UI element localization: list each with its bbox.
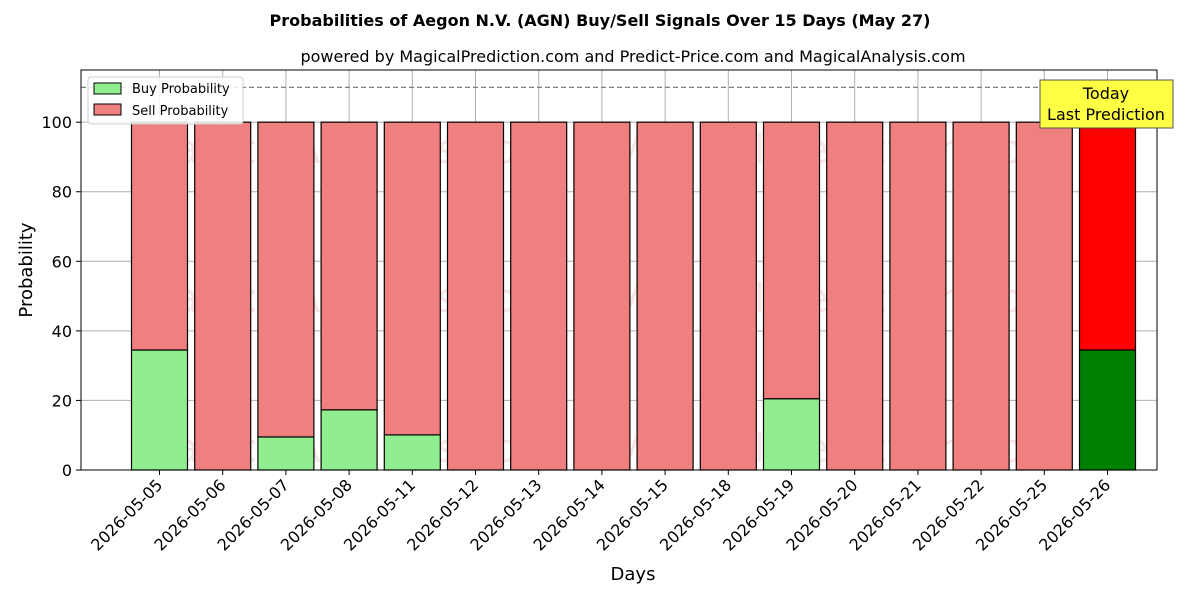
legend: Buy Probability Sell Probability: [87, 76, 244, 125]
bar-sell: [446, 121, 505, 471]
y-tick-label: 100: [41, 113, 72, 132]
y-tick-label: 80: [52, 183, 72, 202]
bar-sell: [636, 121, 694, 471]
bar-sell: [699, 121, 757, 471]
bar-buy: [320, 409, 378, 471]
y-tick-label: 20: [52, 391, 72, 410]
bar-buy: [257, 436, 315, 471]
legend-label-buy: Buy Probability: [132, 82, 230, 97]
legend-swatch-sell: [93, 103, 122, 116]
chart-title: Probabilities of Aegon N.V. (AGN) Buy/Se…: [270, 11, 931, 30]
y-tick-label: 60: [52, 252, 72, 271]
bar-buy: [762, 398, 821, 471]
x-axis-ticks: 2026-05-052026-05-062026-05-072026-05-08…: [87, 470, 1114, 555]
bar-sell: [194, 121, 252, 471]
bar-sell: [320, 121, 378, 411]
bars: [130, 121, 1137, 471]
today-annotation-box: [1039, 79, 1174, 129]
bar-buy: [1078, 349, 1137, 471]
bar-sell: [889, 121, 947, 471]
bar-sell: [510, 121, 568, 471]
bar-buy: [130, 349, 189, 471]
today-annotation-line2: Last Prediction: [1047, 105, 1165, 124]
bar-sell: [762, 121, 821, 400]
y-tick-label: 40: [52, 322, 72, 341]
y-tick-label: 0: [62, 461, 72, 480]
bar-sell: [1078, 121, 1137, 351]
bar-sell: [1015, 121, 1073, 471]
bar-sell: [952, 121, 1010, 471]
legend-swatch-buy: [93, 82, 122, 95]
bar-sell: [130, 121, 189, 351]
today-annotation-line1: Today: [1082, 84, 1129, 103]
bar-sell: [573, 121, 631, 471]
legend-label-sell: Sell Probability: [132, 104, 229, 119]
y-axis-label: Probability: [16, 222, 37, 317]
bar-buy: [383, 434, 441, 471]
chart-subtitle: powered by MagicalPrediction.com and Pre…: [300, 47, 965, 66]
plot-frame: [80, 69, 1158, 471]
x-axis-label: Days: [611, 564, 656, 585]
bar-sell: [257, 121, 315, 438]
y-axis-ticks: 0 20 40 60 80 100: [41, 113, 81, 480]
bar-sell: [383, 121, 441, 436]
legend-box: [87, 76, 244, 125]
bar-sell: [826, 121, 884, 471]
today-annotation: Today Last Prediction: [1039, 79, 1174, 129]
